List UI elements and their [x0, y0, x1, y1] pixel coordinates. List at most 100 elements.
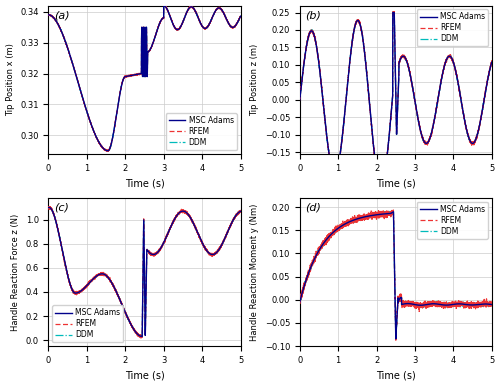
RFEM	[370, 140, 376, 145]
DDM	[138, 335, 144, 340]
Line: MSC Adams: MSC Adams	[48, 5, 240, 151]
MSC Adams	[160, 3, 166, 8]
RFEM	[105, 149, 111, 154]
MSC Adams	[412, 99, 418, 104]
DDM	[161, 3, 167, 8]
Line: DDM: DDM	[48, 207, 240, 337]
RFEM	[160, 16, 166, 21]
DDM	[332, 172, 338, 176]
Text: (c): (c)	[54, 202, 69, 212]
Legend: MSC Adams, RFEM, DDM: MSC Adams, RFEM, DDM	[417, 201, 488, 239]
Line: DDM: DDM	[48, 5, 240, 151]
RFEM	[370, 213, 376, 217]
MSC Adams	[160, 15, 166, 20]
DDM	[46, 205, 52, 209]
MSC Adams	[80, 98, 86, 102]
DDM	[454, 79, 460, 84]
RFEM	[170, 219, 176, 223]
Line: RFEM: RFEM	[300, 209, 492, 340]
DDM	[119, 302, 125, 306]
MSC Adams	[296, 300, 302, 305]
MSC Adams	[170, 23, 176, 27]
MSC Adams	[189, 218, 195, 222]
RFEM	[393, 338, 399, 342]
MSC Adams	[412, 302, 418, 307]
MSC Adams	[370, 140, 376, 144]
MSC Adams	[332, 229, 338, 234]
Legend: MSC Adams, RFEM, DDM: MSC Adams, RFEM, DDM	[166, 113, 236, 150]
DDM	[204, 26, 210, 30]
MSC Adams	[440, 69, 446, 73]
DDM	[46, 12, 52, 17]
MSC Adams	[238, 14, 244, 19]
Line: MSC Adams: MSC Adams	[300, 12, 492, 185]
DDM	[170, 23, 176, 27]
Line: RFEM: RFEM	[300, 11, 492, 186]
RFEM	[332, 171, 338, 176]
RFEM	[238, 209, 244, 214]
Line: DDM: DDM	[300, 12, 492, 185]
RFEM	[80, 286, 86, 291]
RFEM	[46, 205, 52, 209]
RFEM	[489, 59, 495, 64]
RFEM	[119, 81, 125, 86]
MSC Adams	[119, 302, 125, 306]
X-axis label: Time (s): Time (s)	[376, 178, 416, 188]
RFEM	[454, 79, 460, 84]
Line: RFEM: RFEM	[48, 206, 240, 338]
RFEM	[412, 304, 418, 309]
DDM	[412, 100, 418, 105]
MSC Adams	[489, 60, 495, 64]
MSC Adams	[160, 240, 166, 245]
MSC Adams	[422, 140, 428, 145]
MSC Adams	[393, 337, 399, 341]
RFEM	[160, 241, 166, 245]
MSC Adams	[105, 149, 111, 153]
Line: RFEM: RFEM	[48, 5, 240, 152]
MSC Adams	[390, 10, 396, 15]
RFEM	[422, 303, 428, 307]
MSC Adams	[46, 205, 52, 210]
RFEM	[204, 248, 210, 252]
Y-axis label: Handle Reaction Moment y (Nm): Handle Reaction Moment y (Nm)	[250, 203, 259, 341]
MSC Adams	[454, 301, 460, 306]
DDM	[189, 5, 195, 9]
MSC Adams	[422, 303, 428, 307]
RFEM	[296, 98, 302, 103]
DDM	[106, 149, 112, 154]
DDM	[170, 219, 176, 224]
RFEM	[189, 217, 195, 222]
DDM	[80, 98, 86, 102]
Legend: MSC Adams, RFEM, DDM: MSC Adams, RFEM, DDM	[52, 305, 124, 342]
RFEM	[138, 336, 144, 340]
MSC Adams	[170, 219, 176, 223]
DDM	[489, 303, 495, 307]
RFEM	[46, 204, 52, 208]
MSC Adams	[238, 209, 244, 214]
Line: MSC Adams: MSC Adams	[48, 208, 240, 337]
MSC Adams	[139, 334, 145, 339]
Text: (a): (a)	[54, 10, 70, 20]
DDM	[378, 183, 384, 187]
Line: MSC Adams: MSC Adams	[300, 212, 492, 339]
X-axis label: Time (s): Time (s)	[124, 178, 164, 188]
Legend: MSC Adams, RFEM, DDM: MSC Adams, RFEM, DDM	[417, 9, 488, 46]
DDM	[189, 218, 195, 223]
MSC Adams	[440, 303, 446, 307]
RFEM	[454, 301, 460, 306]
DDM	[422, 303, 428, 307]
DDM	[454, 301, 460, 306]
DDM	[204, 248, 210, 252]
RFEM	[412, 99, 418, 104]
MSC Adams	[390, 210, 396, 214]
X-axis label: Time (s): Time (s)	[124, 371, 164, 381]
DDM	[238, 14, 244, 19]
DDM	[332, 228, 338, 232]
RFEM	[80, 98, 86, 103]
Text: (d): (d)	[306, 202, 322, 212]
MSC Adams	[332, 172, 338, 176]
DDM	[390, 208, 396, 213]
RFEM	[422, 141, 428, 145]
RFEM	[390, 207, 396, 212]
DDM	[160, 15, 166, 20]
